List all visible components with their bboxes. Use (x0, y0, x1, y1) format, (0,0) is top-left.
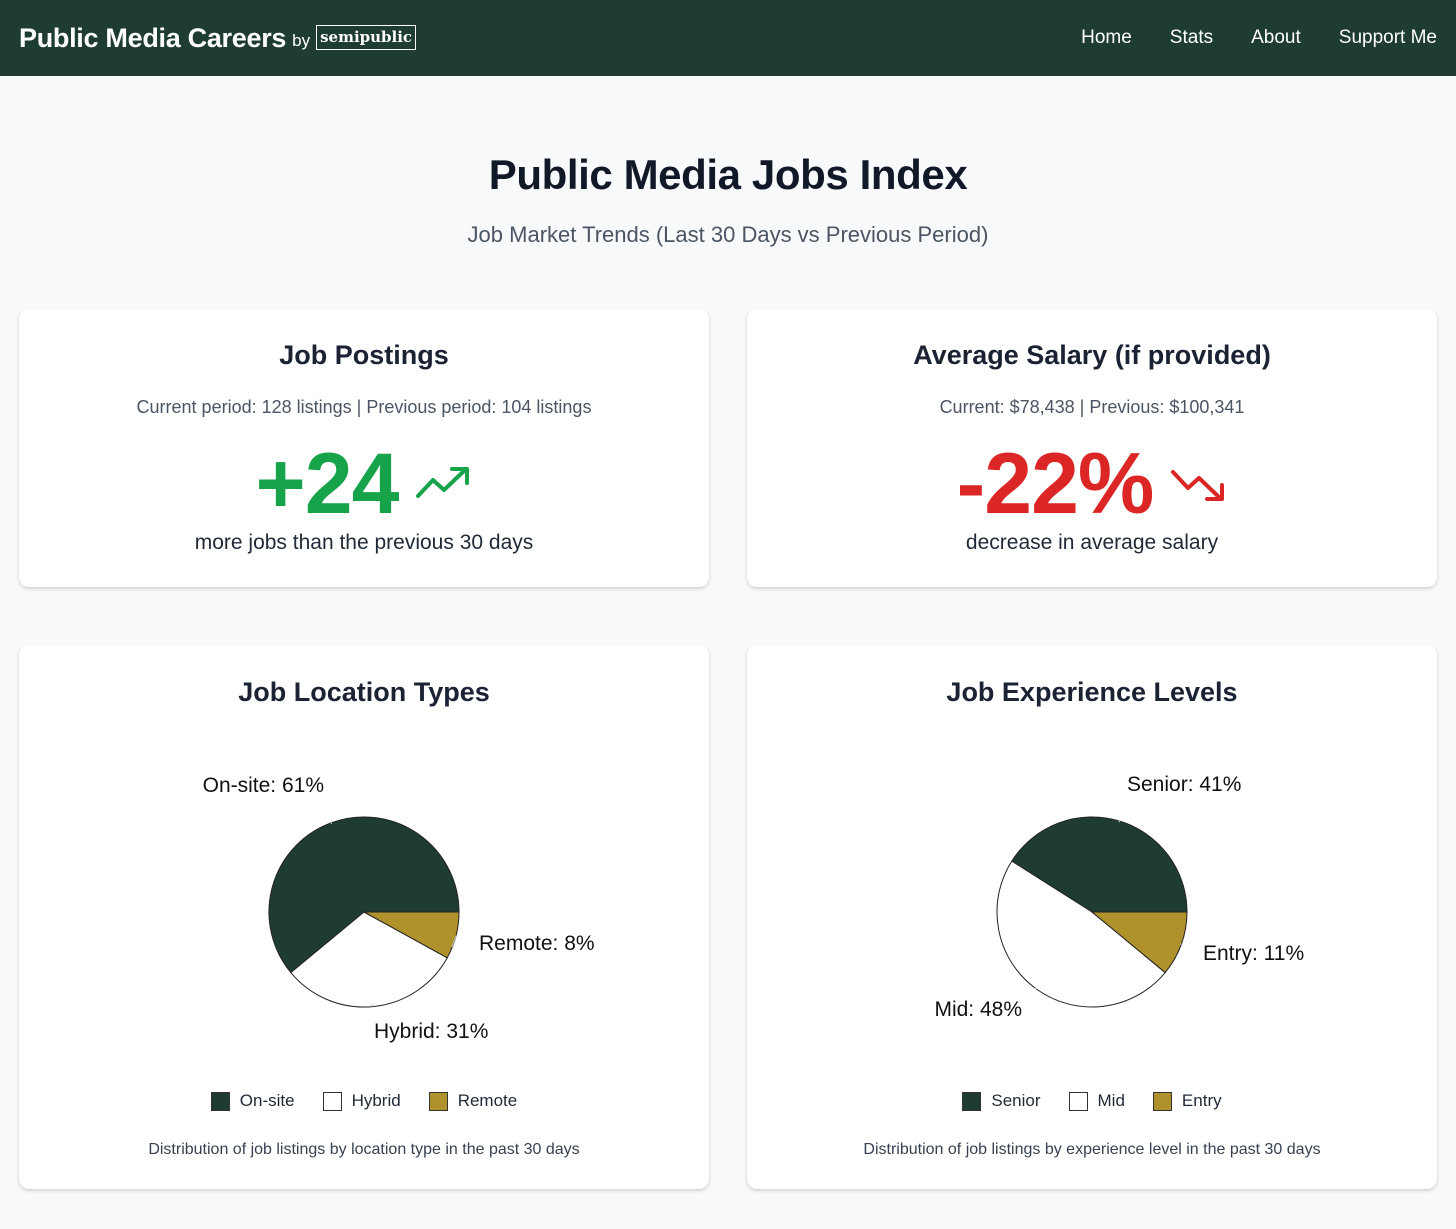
trending-up-icon (416, 467, 470, 498)
job-postings-card: Job Postings Current period: 128 listing… (19, 309, 709, 587)
location-types-card: Job Location Types On-site: 61% Hybrid: 3… (19, 645, 709, 1189)
legend-label: Senior (991, 1091, 1041, 1110)
page-subtitle: Job Market Trends (Last 30 Days vs Previ… (467, 222, 989, 247)
postings-summary: Current period: 128 listings | Previous … (136, 397, 592, 417)
nav-links: Home Stats About Support Me (1043, 27, 1437, 49)
legend-swatch (1068, 1091, 1088, 1111)
postings-delta-value: +24 (255, 436, 400, 532)
pie-leader-line (451, 935, 457, 948)
card-title: Job Experience Levels (946, 677, 1238, 707)
postings-delta-row: +24 (19, 441, 709, 527)
card-title: Job Location Types (238, 677, 490, 707)
experience-legend: Senior Mid Entry (747, 1091, 1437, 1111)
page-title: Public Media Jobs Index (488, 151, 968, 198)
brand-title[interactable]: Public Media Careers (19, 22, 287, 53)
nav-link-about[interactable]: About (1251, 27, 1301, 48)
legend-swatch (210, 1091, 230, 1111)
pie-label-mid: Mid: 48% (934, 998, 1022, 1021)
legend-swatch (962, 1091, 982, 1111)
experience-pie-chart: Senior: 41% Mid: 48% Entry: 11% (934, 773, 1304, 1021)
legend-item-mid[interactable]: Mid (1068, 1091, 1125, 1111)
salary-delta-value: -22% (956, 436, 1155, 532)
salary-note: decrease in average salary (965, 531, 1219, 554)
brand-by-text: by (292, 31, 311, 50)
semipublic-logo[interactable]: semipublic (316, 24, 417, 50)
legend-swatch (428, 1091, 448, 1111)
legend-swatch (322, 1091, 342, 1111)
experience-levels-card: Job Experience Levels Senior: 41% Mid: 48… (747, 645, 1437, 1189)
nav-link-stats[interactable]: Stats (1169, 27, 1214, 48)
legend-item-entry[interactable]: Entry (1152, 1091, 1222, 1111)
location-pie-chart: On-site: 61% Hybrid: 31% Remote: 8% (203, 774, 595, 1043)
pie-label-senior: Senior: 41% (1127, 773, 1241, 796)
legend-label: On-site (239, 1091, 295, 1110)
location-caption: Distribution of job listings by location… (148, 1141, 580, 1158)
brand[interactable]: Public Media Careers by semipublic (19, 22, 417, 54)
legend-item-remote[interactable]: Remote (428, 1091, 518, 1111)
location-legend: On-site Hybrid Remote (19, 1091, 709, 1111)
card-title: Average Salary (if provided) (913, 340, 1271, 370)
card-title: Job Postings (279, 340, 449, 370)
nav-link-support-me[interactable]: Support Me (1338, 27, 1437, 48)
legend-label: Entry (1181, 1091, 1222, 1110)
salary-delta-row: -22% (747, 441, 1437, 527)
pie-leader-line (1034, 987, 1037, 990)
legend-item-hybrid[interactable]: Hybrid (322, 1091, 401, 1111)
pie-label-on-site: On-site: 61% (203, 774, 324, 797)
pie-label-hybrid: Hybrid: 31% (374, 1020, 488, 1043)
pie-label-remote: Remote: 8% (479, 932, 595, 955)
legend-swatch (1152, 1091, 1172, 1111)
top-navbar: Public Media Careers by semipublic Home … (0, 0, 1456, 76)
pie-label-entry: Entry: 11% (1203, 942, 1304, 965)
legend-item-on-site[interactable]: On-site (210, 1091, 295, 1111)
nav-link-home[interactable]: Home (1081, 27, 1132, 48)
experience-caption: Distribution of job listings by experien… (863, 1141, 1321, 1158)
legend-label: Remote (457, 1091, 518, 1110)
pie-leader-line (330, 822, 333, 825)
legend-label: Hybrid (351, 1091, 401, 1110)
average-salary-card: Average Salary (if provided) Current: $7… (747, 309, 1437, 587)
trending-down-icon (1171, 470, 1225, 501)
legend-label: Mid (1097, 1091, 1125, 1110)
postings-note: more jobs than the previous 30 days (194, 531, 534, 554)
pie-leader-line (371, 1003, 374, 1007)
salary-summary: Current: $78,438 | Previous: $100,341 (939, 397, 1245, 417)
legend-item-senior[interactable]: Senior (962, 1091, 1041, 1111)
pie-leader-line (1118, 820, 1121, 823)
